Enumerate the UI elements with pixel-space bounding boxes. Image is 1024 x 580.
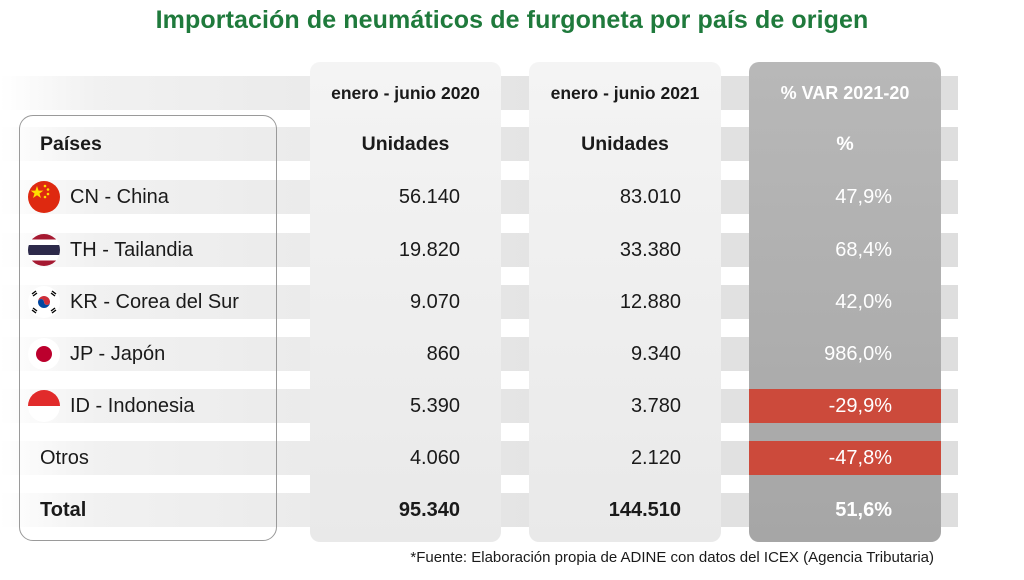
- total-2021: 144.510: [608, 499, 681, 521]
- column-panel-2021: [529, 62, 721, 542]
- total-label: Total: [40, 498, 87, 521]
- value-2021: 12.880: [619, 291, 681, 313]
- country-label: ID - Indonesia: [70, 394, 195, 417]
- negative-highlight: [749, 389, 941, 423]
- table-row: Otros 4.060 2.120 -47,8%: [0, 441, 1024, 475]
- table-row: JP - Japón 860 9.340 986,0%: [0, 337, 1024, 371]
- country-cell: CN - China: [28, 180, 169, 214]
- header-countries: Países: [40, 133, 102, 155]
- variation-value: -47,8%: [828, 447, 892, 469]
- value-2020: 9.070: [409, 291, 460, 313]
- value-2021: 33.380: [619, 239, 681, 261]
- table-row: TH - Tailandia 19.820 33.380 68,4%: [0, 233, 1024, 267]
- indonesia-flag-icon: [28, 390, 60, 422]
- value-2020: 5.390: [409, 395, 460, 417]
- value-2020: 860: [426, 343, 460, 365]
- header-period-2021: enero - junio 2021: [550, 83, 700, 103]
- variation-value: 42,0%: [835, 291, 892, 313]
- table-row: ID - Indonesia 5.390 3.780 -29,9%: [0, 389, 1024, 423]
- chart-title: Importación de neumáticos de furgoneta p…: [155, 6, 869, 34]
- country-cell: KR - Corea del Sur: [28, 285, 239, 319]
- value-2021: 2.120: [630, 447, 681, 469]
- variation-value: 68,4%: [835, 239, 892, 261]
- value-2021: 83.010: [619, 186, 681, 208]
- value-2020: 4.060: [409, 447, 460, 469]
- countries-box: [19, 115, 277, 541]
- country-cell: Otros: [40, 441, 89, 475]
- south-korea-flag-icon: [28, 286, 60, 318]
- country-label: JP - Japón: [70, 342, 166, 365]
- header-units-2021: Unidades: [581, 133, 669, 155]
- country-label: CN - China: [70, 185, 169, 208]
- variation-value: 47,9%: [835, 186, 892, 208]
- total-2020: 95.340: [398, 499, 460, 521]
- total-row: Total 95.340 144.510 51,6%: [0, 493, 1024, 527]
- value-2021: 3.780: [630, 395, 681, 417]
- header-percent: %: [836, 133, 854, 155]
- country-label: TH - Tailandia: [70, 238, 194, 261]
- source-note: *Fuente: Elaboración propia de ADINE con…: [410, 549, 934, 566]
- table-row: CN - China 56.140 83.010 47,9%: [0, 180, 1024, 214]
- value-2020: 19.820: [398, 239, 460, 261]
- header-period-2020: enero - junio 2020: [331, 83, 480, 103]
- header-units-2020: Unidades: [361, 133, 450, 155]
- total-variation: 51,6%: [835, 499, 892, 521]
- country-cell: JP - Japón: [28, 337, 165, 371]
- header-variation: % VAR 2021-20: [780, 83, 910, 103]
- country-label: KR - Corea del Sur: [70, 290, 239, 313]
- country-cell: TH - Tailandia: [28, 233, 193, 267]
- value-2020: 56.140: [398, 186, 460, 208]
- variation-value: 986,0%: [824, 343, 892, 365]
- japan-flag-icon: [28, 338, 60, 370]
- variation-value: -29,9%: [828, 395, 892, 417]
- column-panel-2020: [310, 62, 501, 542]
- table-row: KR - Corea del Sur 9.070 12.880 42,0%: [0, 285, 1024, 319]
- country-label: Otros: [40, 446, 89, 469]
- china-flag-icon: [28, 181, 60, 213]
- value-2021: 9.340: [630, 343, 681, 365]
- country-cell: ID - Indonesia: [28, 389, 195, 423]
- thailand-flag-icon: [28, 234, 60, 266]
- negative-highlight: [749, 441, 941, 475]
